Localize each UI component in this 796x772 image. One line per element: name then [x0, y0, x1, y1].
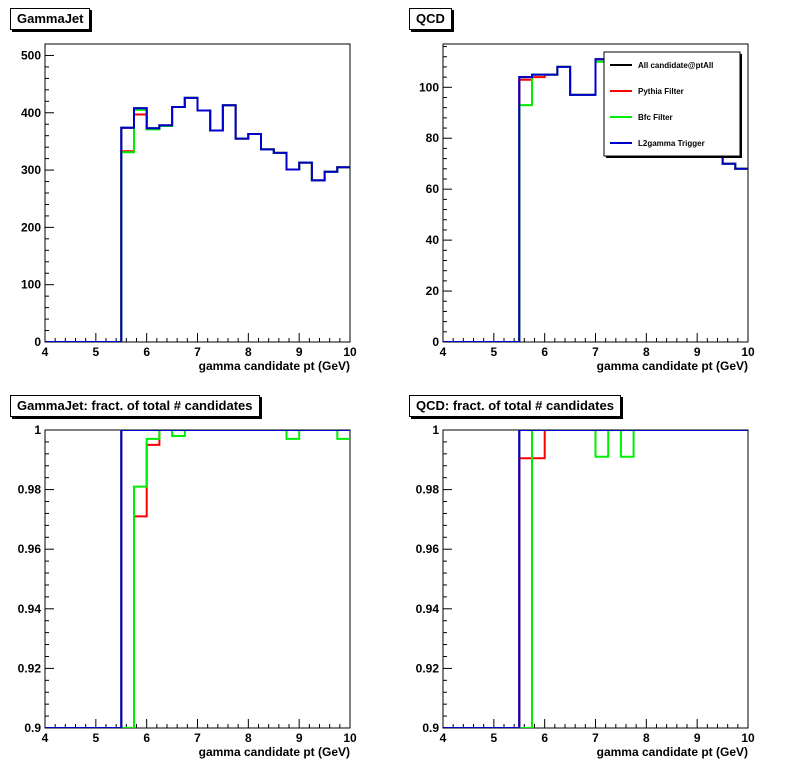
x-tick-label: 9 [296, 731, 303, 745]
y-tick-label: 0.94 [18, 602, 42, 616]
y-tick-label: 20 [426, 284, 440, 298]
x-tick-label: 5 [490, 731, 497, 745]
y-tick-label: 0.94 [416, 602, 440, 616]
x-tick-label: 7 [592, 731, 599, 745]
legend-label: All candidate@ptAll [638, 61, 713, 70]
x-axis-label: gamma candidate pt (GeV) [597, 745, 748, 759]
x-axis-label: gamma candidate pt (GeV) [597, 359, 748, 373]
x-tick-label: 4 [42, 731, 49, 745]
y-tick-label: 0.96 [416, 542, 440, 556]
title-qcd: QCD [409, 8, 452, 30]
legend-label: Pythia Filter [638, 87, 684, 96]
x-tick-label: 4 [440, 345, 447, 359]
title-gammajet-fraction: GammaJet: fract. of total # candidates [10, 395, 260, 417]
y-tick-label: 1 [432, 423, 439, 437]
x-tick-label: 7 [592, 345, 599, 359]
x-tick-label: 4 [440, 731, 447, 745]
y-tick-label: 0.98 [416, 483, 440, 497]
y-tick-label: 0 [34, 335, 41, 349]
y-tick-label: 0.92 [416, 661, 440, 675]
plot-frame [44, 429, 351, 729]
y-tick-label: 100 [21, 278, 41, 292]
x-tick-label: 9 [296, 345, 303, 359]
plot-qcd-fraction: 4 5 6 7 8 9 10 0.9 0.92 0.94 0.96 0.98 1 gamma candid… [416, 423, 755, 759]
y-tick-label: 80 [426, 131, 440, 145]
y-tick-label: 0 [432, 335, 439, 349]
x-tick-label: 8 [245, 731, 252, 745]
x-tick-label: 6 [143, 345, 150, 359]
legend-label: L2gamma Trigger [638, 139, 705, 148]
x-tick-label: 5 [92, 731, 99, 745]
y-tick-label: 0.9 [24, 721, 41, 735]
x-tick-label: 4 [42, 345, 49, 359]
y-tick-label: 0.92 [18, 661, 42, 675]
y-tick-label: 200 [21, 220, 41, 234]
x-tick-label: 6 [541, 731, 548, 745]
x-tick-label: 9 [694, 345, 701, 359]
title-gammajet: GammaJet [10, 8, 91, 30]
y-tick-label: 0.9 [422, 721, 439, 735]
y-tick-label: 100 [419, 80, 439, 94]
x-tick-label: 7 [194, 345, 201, 359]
x-axis-label: gamma candidate pt (GeV) [199, 745, 350, 759]
y-tick-label: 0.98 [18, 483, 42, 497]
plot-frame [44, 43, 351, 343]
legend-box [603, 51, 741, 157]
y-tick-label: 300 [21, 163, 41, 177]
x-tick-label: 10 [343, 345, 357, 359]
x-tick-label: 10 [741, 731, 755, 745]
x-tick-label: 5 [92, 345, 99, 359]
x-tick-label: 8 [643, 731, 650, 745]
y-tick-label: 0.96 [18, 542, 42, 556]
legend-label: Bfc Filter [638, 113, 673, 122]
series-line-bfc-filter [45, 430, 350, 728]
x-tick-label: 8 [245, 345, 252, 359]
x-tick-label: 7 [194, 731, 201, 745]
y-tick-label: 1 [34, 423, 41, 437]
x-axis-label: gamma candidate pt (GeV) [199, 359, 350, 373]
title-qcd-fraction: QCD: fract. of total # candidates [409, 395, 621, 417]
y-tick-label: 60 [426, 182, 440, 196]
x-tick-label: 8 [643, 345, 650, 359]
series-line-l2gamma-trigger [45, 96, 350, 342]
y-tick-label: 40 [426, 233, 440, 247]
y-tick-label: 500 [21, 48, 41, 62]
y-tick-label: 400 [21, 106, 41, 120]
series-line-bfc-filter [443, 430, 748, 728]
x-tick-label: 6 [541, 345, 548, 359]
x-tick-label: 5 [490, 345, 497, 359]
plot-gammajet-fraction: 4 5 6 7 8 9 10 0.9 0.92 0.94 0.96 0.98 1 gamma candid… [18, 423, 357, 759]
x-tick-label: 10 [741, 345, 755, 359]
x-tick-label: 9 [694, 731, 701, 745]
x-tick-label: 10 [343, 731, 357, 745]
x-tick-label: 6 [143, 731, 150, 745]
plot-frame [442, 429, 749, 729]
